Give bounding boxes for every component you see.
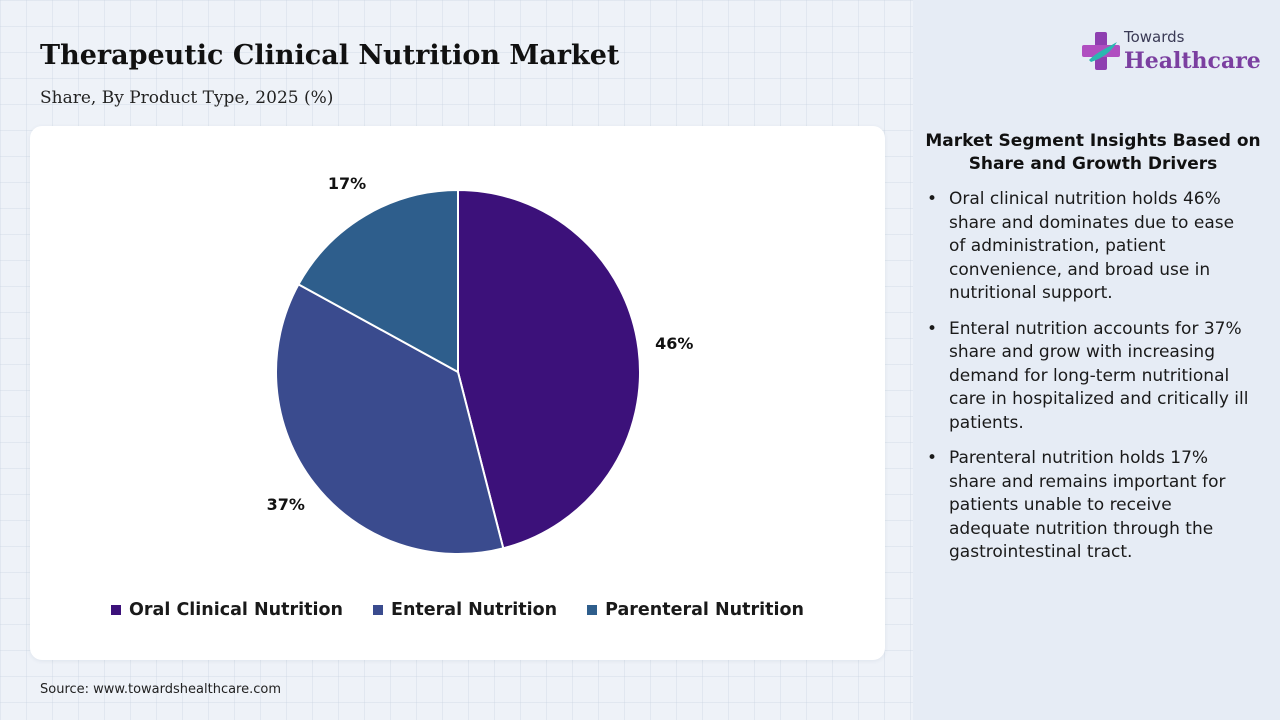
legend-label-enteral: Enteral Nutrition [390,600,558,620]
page-title: Therapeutic Clinical Nutrition Market [40,40,620,71]
pie-slice-enteral [275,282,505,555]
bullet-icon: • [927,318,938,339]
legend-item-enteral: Enteral Nutrition [372,600,558,620]
insight-text-parenteral: Parenteral nutrition holds 17% share and… [949,448,1226,562]
bullet-icon: • [927,189,938,209]
pie-label-oral: 46% [655,334,693,353]
cross-leaf-logo-icon [1082,32,1120,70]
pie-slice-oral [457,188,641,550]
insight-text-oral: Oral clinical nutrition holds 46% share … [949,189,1235,303]
insights-panel: Towards Healthcare Market Segment Insigh… [913,0,1280,720]
logo-text-healthcare: Healthcare [1124,48,1261,74]
pie-label-enteral: 37% [267,495,305,514]
legend-label-parenteral: Parenteral Nutrition [605,600,804,620]
page-subtitle: Share, By Product Type, 2025 (%) [40,88,334,108]
legend-item-parenteral: Parenteral Nutrition [587,600,804,620]
legend-label-oral: Oral Clinical Nutrition [129,600,343,620]
pie-chart: 46% 37% 17% [267,174,693,555]
insight-text-enteral: Enteral nutrition accounts for 37% share… [949,318,1249,433]
chart-card: 46% 37% 17% Oral Clinical Nutrition Entera… [30,126,885,660]
pie-label-parenteral: 17% [328,174,366,193]
logo-text-towards: Towards [1124,28,1185,46]
towards-healthcare-logo: Towards Healthcare [1081,28,1261,78]
bullet-icon: • [927,448,938,468]
insight-item-oral: • Oral clinical nutrition holds 46% shar… [923,188,1255,306]
legend-item-oral: Oral Clinical Nutrition [111,600,343,620]
insights-title: Market Segment Insights Based on Share a… [925,131,1261,174]
legend-swatch-oral [111,605,122,615]
source-note: Source: www.towardshealthcare.com [40,682,282,697]
pie-slice-parenteral [297,188,459,374]
main-area: Therapeutic Clinical Nutrition Market Sh… [30,40,885,697]
legend-swatch-parenteral [587,605,598,615]
insight-item-enteral: • Enteral nutrition accounts for 37% sha… [923,318,1255,436]
legend-swatch-enteral [372,605,383,615]
insight-item-parenteral: • Parenteral nutrition holds 17% share a… [923,447,1255,565]
insights-list: • Oral clinical nutrition holds 46% shar… [923,188,1255,577]
chart-legend: Oral Clinical Nutrition Enteral Nutritio… [30,600,885,620]
